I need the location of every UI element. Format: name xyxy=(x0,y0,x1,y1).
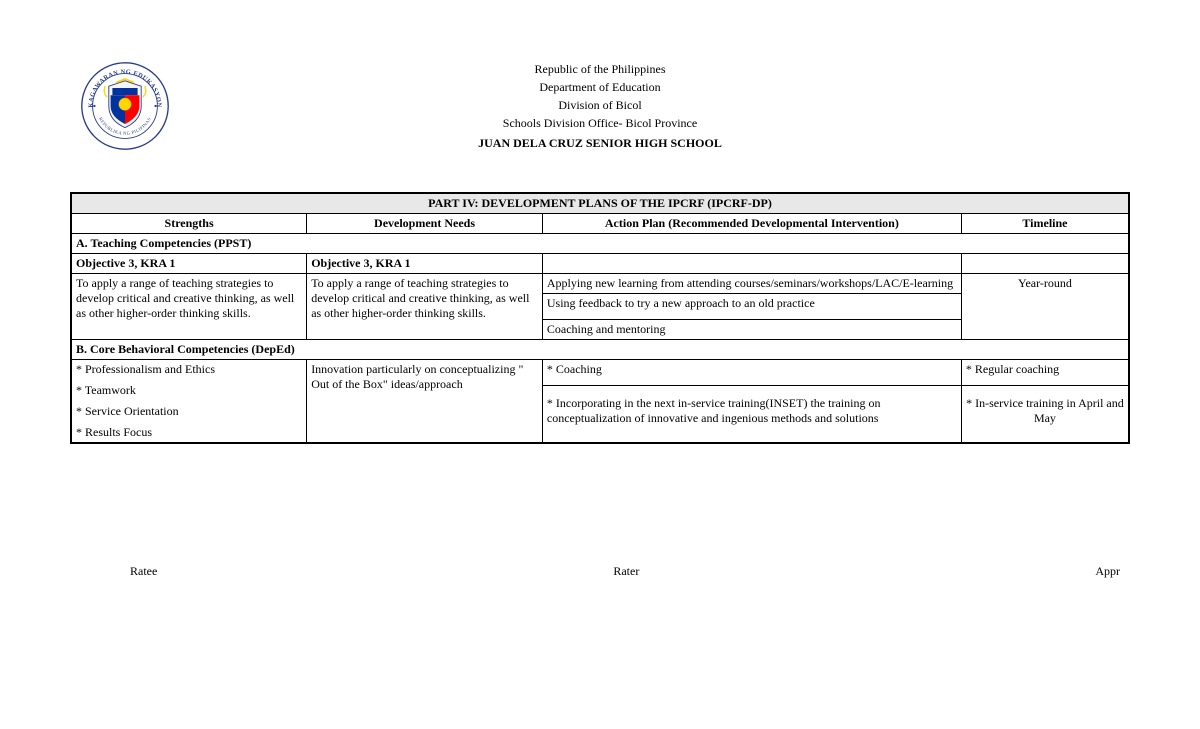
header-line-1: Republic of the Philippines xyxy=(170,60,1030,78)
section-a-strengths-text: To apply a range of teaching strategies … xyxy=(71,274,307,340)
section-a-label: A. Teaching Competencies (PPST) xyxy=(71,234,1129,254)
section-b-strength-3: * Service Orientation xyxy=(76,404,302,419)
section-b-action-1: * Coaching xyxy=(542,360,961,386)
section-a-action-2: Using feedback to try a new approach to … xyxy=(542,294,961,320)
section-b-dev-text: Innovation particularly on conceptualizi… xyxy=(307,360,543,444)
col-header-strengths: Strengths xyxy=(71,214,307,234)
section-b-action-2: * Incorporating in the next in-service t… xyxy=(542,386,961,443)
empty-cell xyxy=(961,254,1129,274)
header-line-4: Schools Division Office- Bicol Province xyxy=(170,114,1030,132)
ratee-label: Ratee xyxy=(130,564,157,579)
deped-seal-logo: KAGAWARAN NG EDUKASYON REPUBLIKA NG PILI… xyxy=(80,61,170,151)
section-b-strength-4: * Results Focus xyxy=(76,425,302,440)
header-line-3: Division of Bicol xyxy=(170,96,1030,114)
section-a-dev-text: To apply a range of teaching strategies … xyxy=(307,274,543,340)
signature-row: Ratee Rater Appr xyxy=(70,564,1130,579)
section-a-action-3: Coaching and mentoring xyxy=(542,320,961,340)
rater-label: Rater xyxy=(613,564,639,579)
empty-cell xyxy=(542,254,961,274)
col-header-dev-needs: Development Needs xyxy=(307,214,543,234)
section-a-action-1: Applying new learning from attending cou… xyxy=(542,274,961,294)
table-title: PART IV: DEVELOPMENT PLANS OF THE IPCRF … xyxy=(71,193,1129,214)
approving-label: Appr xyxy=(1095,564,1120,579)
letterhead-text: Republic of the Philippines Department o… xyxy=(170,60,1130,152)
section-b-timeline-2: * In-service training in April and May xyxy=(961,386,1129,443)
section-b-timeline-1: * Regular coaching xyxy=(961,360,1129,386)
section-b-label: B. Core Behavioral Competencies (DepEd) xyxy=(71,340,1129,360)
document-header: KAGAWARAN NG EDUKASYON REPUBLIKA NG PILI… xyxy=(70,60,1130,152)
section-b-strength-1: * Professionalism and Ethics xyxy=(76,362,302,377)
section-a-obj-strengths: Objective 3, KRA 1 xyxy=(71,254,307,274)
header-line-2: Department of Education xyxy=(170,78,1030,96)
section-a-obj-dev: Objective 3, KRA 1 xyxy=(307,254,543,274)
development-plans-table: PART IV: DEVELOPMENT PLANS OF THE IPCRF … xyxy=(70,192,1130,444)
col-header-action-plan: Action Plan (Recommended Developmental I… xyxy=(542,214,961,234)
col-header-timeline: Timeline xyxy=(961,214,1129,234)
section-a-timeline: Year-round xyxy=(961,274,1129,340)
school-name: JUAN DELA CRUZ SENIOR HIGH SCHOOL xyxy=(170,134,1030,152)
section-b-strengths: * Professionalism and Ethics * Teamwork … xyxy=(71,360,307,444)
section-b-strength-2: * Teamwork xyxy=(76,383,302,398)
